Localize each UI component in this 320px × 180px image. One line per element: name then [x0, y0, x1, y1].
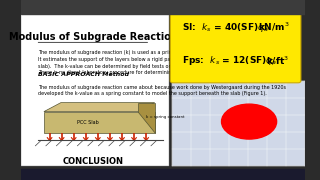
Bar — [172, 81, 305, 166]
Text: kN/m$^3$: kN/m$^3$ — [258, 21, 290, 33]
Circle shape — [235, 113, 263, 130]
Text: Modulus of Subgrade Reaction: Modulus of Subgrade Reaction — [9, 32, 178, 42]
Circle shape — [228, 109, 270, 135]
Text: CONCLUSION: CONCLUSION — [63, 157, 124, 166]
Polygon shape — [138, 103, 155, 133]
Circle shape — [225, 106, 273, 137]
Text: SI:  $k_s$ = 40(SF)$q_a$: SI: $k_s$ = 40(SF)$q_a$ — [182, 21, 268, 33]
Polygon shape — [44, 103, 155, 112]
Circle shape — [232, 111, 266, 133]
Circle shape — [239, 115, 260, 128]
Text: PCC Slab: PCC Slab — [77, 120, 99, 125]
Circle shape — [242, 117, 256, 126]
Text: The modulus of subgrade reaction came about because work done by Westergaard dur: The modulus of subgrade reaction came ab… — [38, 85, 286, 96]
Text: Fps:  $k_s$ = 12(SF)$q_a$: Fps: $k_s$ = 12(SF)$q_a$ — [182, 54, 276, 67]
Text: BASIC APPROACH Method: BASIC APPROACH Method — [38, 72, 129, 77]
Text: The modulus of subgrade reaction (k) is used as a primary input for rigid paveme: The modulus of subgrade reaction (k) is … — [38, 50, 263, 75]
Text: k = spring constant: k = spring constant — [146, 115, 185, 119]
Bar — [44, 112, 155, 133]
Bar — [21, 0, 305, 14]
Bar — [21, 9, 169, 166]
Circle shape — [221, 104, 276, 139]
Bar — [21, 169, 305, 180]
FancyBboxPatch shape — [170, 7, 301, 83]
Text: k/ft$^3$: k/ft$^3$ — [267, 55, 290, 67]
